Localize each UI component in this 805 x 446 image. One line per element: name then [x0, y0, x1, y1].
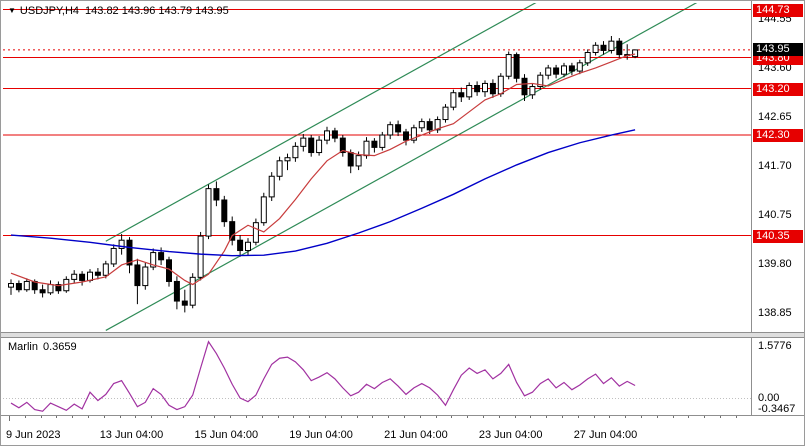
time-axis-label: 23 Jun 04:00	[478, 429, 543, 441]
ma-slow-line	[10, 129, 636, 257]
price-chart-canvas[interactable]	[3, 3, 751, 332]
time-tick-mark	[420, 416, 421, 418]
time-tick-mark	[199, 416, 200, 418]
symbol-timeframe-label: USDJPY,H4	[19, 5, 80, 17]
time-tick-mark	[278, 416, 279, 418]
ohlc-quote-label: 143.82 143.96 143.79 143.95	[85, 5, 229, 17]
marlin-line	[10, 340, 636, 412]
time-tick-mark	[25, 416, 26, 418]
candles-group	[8, 36, 639, 313]
time-tick-mark	[309, 416, 310, 418]
time-tick-mark	[530, 416, 531, 418]
time-tick-mark	[609, 416, 610, 418]
horizontal-level-lines	[3, 9, 751, 237]
time-tick-mark	[546, 416, 547, 418]
time-axis-label: 15 Jun 04:00	[194, 429, 259, 441]
time-tick-mark	[641, 416, 642, 418]
pane-splitter[interactable]	[1, 332, 804, 338]
chart-dropdown-icon[interactable]: ▼	[8, 6, 16, 15]
indicator-min-label: -0.3467	[758, 403, 796, 415]
time-tick-mark	[720, 416, 721, 418]
time-axis-label: 9 Jun 2023	[6, 429, 61, 441]
time-tick-mark	[262, 416, 263, 418]
level-price-label: 144.73	[753, 3, 803, 17]
time-tick-mark	[625, 416, 626, 418]
price-tick-label: 140.75	[758, 208, 792, 221]
time-tick-mark	[483, 416, 484, 418]
time-tick-mark	[388, 416, 389, 418]
time-axis-label: 13 Jun 04:00	[99, 429, 164, 441]
time-tick-mark	[41, 416, 42, 418]
time-tick-mark	[72, 416, 73, 418]
time-tick-mark	[293, 416, 294, 418]
level-price-label: 143.20	[753, 82, 803, 96]
time-tick-mark	[436, 416, 437, 418]
level-price-label: 140.35	[753, 229, 803, 243]
time-tick-mark	[451, 416, 452, 418]
marlin-indicator-canvas[interactable]	[3, 338, 751, 415]
time-tick-mark	[230, 416, 231, 418]
time-tick-mark	[594, 416, 595, 418]
price-axis[interactable]: 144.55 143.60 142.65 141.70 140.75 139.80 138.…	[751, 1, 804, 445]
time-tick-mark	[9, 416, 10, 421]
chart-header: ▼ USDJPY,H4 143.82 143.96 143.79 143.95	[8, 5, 229, 17]
time-tick-mark	[515, 416, 516, 418]
price-tick-label: 139.80	[758, 257, 792, 270]
indicator-zero-label: 0.00	[758, 391, 780, 404]
time-tick-mark	[135, 416, 136, 418]
time-tick-mark	[88, 416, 89, 418]
price-tick-label: 142.65	[758, 110, 792, 123]
time-tick-mark	[578, 416, 579, 418]
time-tick-mark	[704, 416, 705, 418]
level-price-label: 142.30	[753, 129, 803, 142]
time-tick-mark	[657, 416, 658, 418]
time-tick-mark	[246, 416, 247, 418]
ma-fast-line	[10, 53, 636, 287]
bid-price-label: 143.95	[753, 42, 803, 56]
time-tick-mark	[120, 416, 121, 418]
time-tick-mark	[214, 416, 215, 418]
time-tick-mark	[183, 416, 184, 418]
time-tick-mark	[104, 416, 105, 418]
time-tick-mark	[341, 416, 342, 418]
time-tick-mark	[372, 416, 373, 418]
indicator-header: Marlin 0.3659	[8, 341, 77, 353]
price-tick-label: 141.70	[758, 159, 792, 172]
time-tick-mark	[357, 416, 358, 418]
time-axis[interactable]: 9 Jun 2023 13 Jun 04:00 15 Jun 04:00 19 Jun…	[1, 415, 804, 445]
time-tick-mark	[736, 416, 737, 418]
indicator-value-label: 0.3659	[42, 341, 77, 353]
price-tick-label: 143.60	[758, 61, 792, 74]
time-tick-mark	[325, 416, 326, 418]
time-tick-mark	[688, 416, 689, 418]
time-tick-mark	[167, 416, 168, 418]
indicator-name-label: Marlin	[8, 341, 38, 353]
time-tick-mark	[404, 416, 405, 418]
time-tick-mark	[499, 416, 500, 418]
time-tick-mark	[673, 416, 674, 418]
time-tick-mark	[467, 416, 468, 418]
time-axis-label: 27 Jun 04:00	[573, 429, 638, 441]
time-tick-mark	[562, 416, 563, 418]
price-tick-label: 138.85	[758, 306, 792, 319]
indicator-max-label: 1.5776	[758, 340, 792, 352]
time-axis-label: 19 Jun 04:00	[289, 429, 353, 441]
time-axis-label: 21 Jun 04:00	[384, 429, 448, 441]
time-tick-mark	[56, 416, 57, 418]
time-tick-mark	[151, 416, 152, 418]
trend-channel	[105, 3, 698, 331]
